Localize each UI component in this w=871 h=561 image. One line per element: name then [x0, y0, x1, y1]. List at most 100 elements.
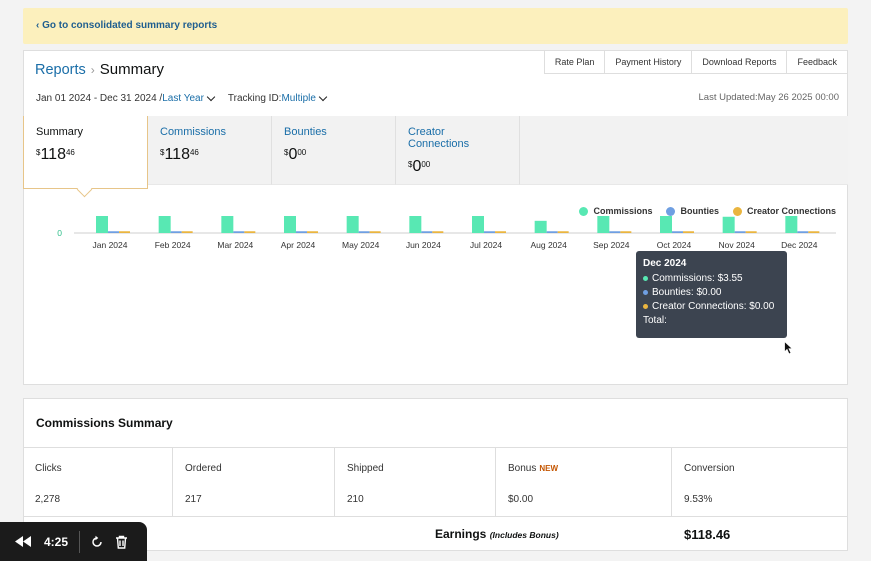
chart-legend: Commissions Bounties Creator Connections: [565, 206, 836, 216]
report-actions: Rate Plan Payment History Download Repor…: [543, 50, 848, 74]
bar-commissions: [346, 216, 359, 233]
tab-label: Creator Connections: [408, 126, 470, 150]
tooltip-creator: Creator Connections: $0.00: [643, 301, 780, 312]
bar-commissions: [660, 216, 672, 233]
earnings-total: $118.46: [684, 527, 731, 542]
legend-creator-connections[interactable]: Creator Connections: [732, 206, 836, 216]
tracking-label: Tracking ID:: [227, 93, 282, 104]
bar-commissions: [722, 216, 735, 233]
x-tick-label: Dec 2024: [781, 240, 818, 250]
x-tick-label: Sep 2024: [593, 240, 630, 250]
bar-creator-connections: [369, 231, 381, 233]
bar-bounties: [609, 231, 621, 233]
tab-value: $118 46: [36, 146, 75, 163]
period-dropdown[interactable]: Last Year: [162, 93, 204, 104]
mouse-cursor-icon: [784, 341, 794, 355]
tooltip-commissions: Commissions: $3.55: [643, 273, 780, 284]
bar-creator-connections: [557, 231, 569, 233]
bar-commissions: [96, 216, 108, 233]
legend-bounties[interactable]: Bounties: [666, 206, 719, 216]
recording-player: 4:25: [0, 522, 147, 561]
tracking-id-dropdown[interactable]: Multiple: [281, 93, 316, 104]
stats-row: Clicks 2,278 Ordered 217 Shipped 210 Bon…: [23, 447, 848, 517]
bar-bounties: [672, 231, 683, 233]
bar-commissions: [785, 216, 798, 233]
tab-filler: [520, 116, 848, 185]
bar-creator-connections: [432, 231, 444, 233]
commissions-summary-title: Commissions Summary: [36, 416, 173, 430]
bar-bounties: [797, 231, 809, 233]
tab-summary[interactable]: Summary $118 46: [23, 116, 148, 189]
bar-bounties: [170, 231, 182, 233]
breadcrumb-reports-link[interactable]: Reports: [35, 62, 86, 78]
page-title: Summary: [99, 61, 164, 78]
bar-bounties: [734, 231, 746, 233]
bar-bounties: [546, 231, 558, 233]
tab-value: $118 46: [160, 146, 199, 163]
x-tick-label: Jan 2024: [93, 240, 128, 250]
bar-creator-connections: [745, 231, 757, 233]
breadcrumb-separator: ›: [90, 63, 95, 77]
bar-creator-connections: [683, 231, 694, 233]
bar-commissions: [409, 216, 422, 233]
bar-commissions: [221, 216, 234, 233]
payment-history-button[interactable]: Payment History: [605, 50, 693, 74]
x-tick-label: Apr 2024: [281, 240, 316, 250]
x-tick-label: May 2024: [342, 240, 380, 250]
bar-bounties: [233, 231, 245, 233]
stat-conversion: Conversion 9.53%: [684, 463, 735, 505]
tab-value: $0 00: [408, 158, 431, 175]
bar-commissions: [472, 216, 484, 233]
bar-bounties: [484, 231, 495, 233]
x-tick-label: Aug 2024: [530, 240, 567, 250]
trash-icon[interactable]: [115, 535, 128, 549]
tab-bounties[interactable]: Bounties $0 00: [272, 116, 396, 185]
stat-ordered: Ordered 217: [173, 448, 335, 516]
bar-creator-connections: [808, 231, 820, 233]
bar-commissions: [284, 216, 296, 233]
earnings-label: Earnings (Includes Bonus): [435, 527, 559, 541]
breadcrumb: Reports › Summary: [35, 61, 164, 78]
bar-bounties: [358, 231, 370, 233]
summary-card: Reports › Summary Rate Plan Payment Histor…: [23, 50, 848, 385]
filter-row: Jan 01 2024 - Dec 31 2024 / Last Year Tr…: [36, 92, 334, 104]
bar-bounties: [296, 231, 307, 233]
x-tick-label: Feb 2024: [155, 240, 191, 250]
legend-dot: [732, 206, 742, 216]
rate-plan-button[interactable]: Rate Plan: [543, 50, 606, 74]
tab-label: Summary: [36, 126, 84, 138]
stat-shipped: Shipped 210: [335, 448, 496, 516]
player-time: 4:25: [44, 535, 69, 549]
tab-commissions[interactable]: Commissions $118 46: [148, 116, 272, 185]
consolidated-reports-link[interactable]: ‹ Go to consolidated summary reports: [36, 20, 218, 31]
x-tick-label: Jun 2024: [406, 240, 441, 250]
reload-icon[interactable]: [90, 535, 104, 549]
bar-commissions: [158, 216, 171, 233]
stat-clicks: Clicks 2,278: [23, 448, 173, 516]
legend-commissions[interactable]: Commissions: [579, 206, 652, 216]
x-tick-label: Nov 2024: [718, 240, 755, 250]
tab-value: $0 00: [284, 146, 307, 163]
bar-creator-connections: [181, 231, 193, 233]
bar-creator-connections: [620, 231, 632, 233]
bar-creator-connections: [119, 231, 130, 233]
chevron-down-icon[interactable]: [318, 92, 328, 102]
bar-commissions: [534, 220, 547, 233]
bar-bounties: [421, 231, 433, 233]
x-tick-label: Jul 2024: [470, 240, 502, 250]
player-divider: [79, 531, 80, 553]
legend-dot: [579, 206, 589, 216]
tooltip-total: Total:: [643, 315, 667, 326]
bar-creator-connections: [495, 231, 506, 233]
summary-tabs: Summary $118 46 Commissions $118 46 Bounti…: [23, 116, 848, 189]
rewind-icon[interactable]: [15, 536, 31, 547]
feedback-button[interactable]: Feedback: [787, 50, 848, 74]
tab-creator-connections[interactable]: Creator Connections $0 00: [396, 116, 520, 185]
new-badge: NEW: [539, 464, 559, 473]
bar-creator-connections: [244, 231, 256, 233]
download-reports-button[interactable]: Download Reports: [692, 50, 788, 74]
commissions-summary-card: Commissions Summary Clicks 2,278 Ordered…: [23, 398, 848, 551]
consolidated-banner: ‹ Go to consolidated summary reports: [23, 8, 848, 44]
chevron-down-icon[interactable]: [206, 92, 216, 102]
legend-dot: [666, 206, 676, 216]
